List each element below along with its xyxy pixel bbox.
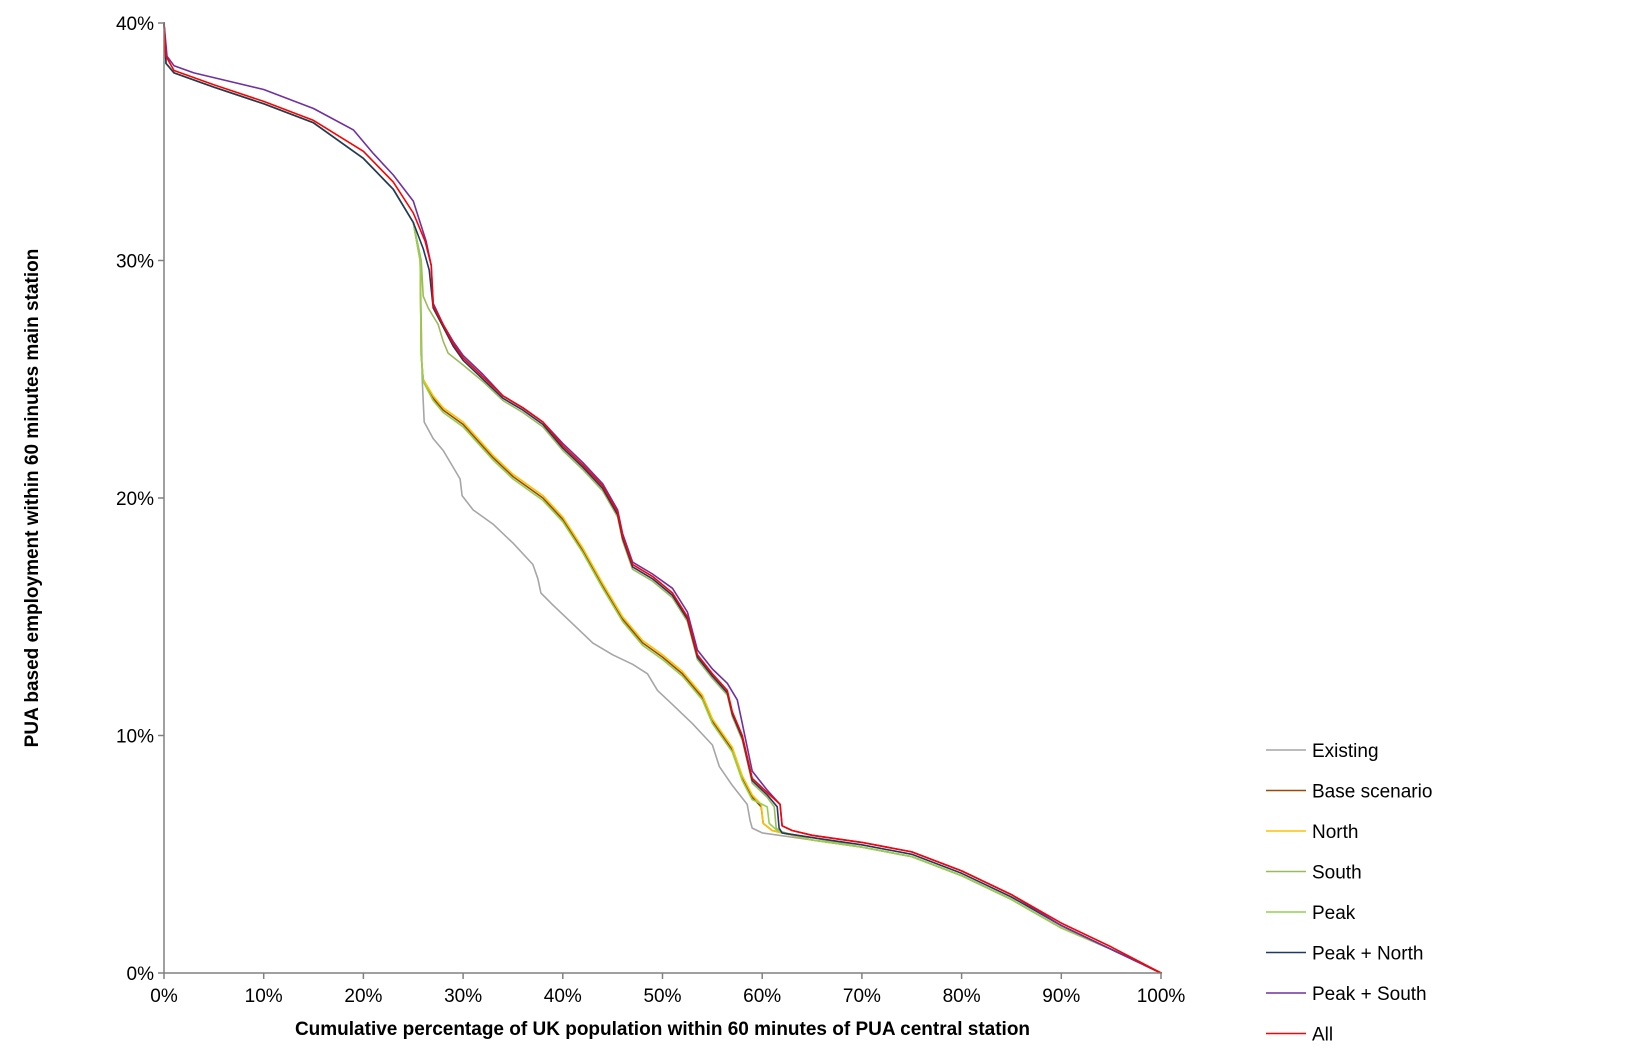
legend-label: All [1312,1025,1333,1046]
x-axis-ticks: 0% 10% 20% 30% 40% 50% 60% 70% 80% 90% 100% [150,973,1185,1007]
x-tick-label: 0% [150,986,178,1007]
x-axis-title: Cumulative percentage of UK population w… [295,1019,1030,1040]
legend: Existing Base scenario North South Peak Peak … [1266,741,1432,1046]
plot-area [163,22,1162,974]
legend-label: Base scenario [1312,782,1432,803]
legend-label: Peak + North [1312,944,1423,965]
y-tick-label: 40% [116,14,154,35]
x-tick-label: 80% [943,986,981,1007]
y-tick-label: 30% [116,252,154,273]
series-line-north [163,22,1162,974]
series-line-peak-north [163,22,1162,974]
series-line-peak-south [163,22,1162,974]
x-tick-label: 90% [1042,986,1080,1007]
y-axis-title: PUA based employment within 60 minutes m… [22,249,43,748]
series-line-existing [163,22,1162,974]
x-tick-label: 30% [444,986,482,1007]
series-line-all [163,22,1162,974]
legend-label: North [1312,822,1358,843]
legend-label: Peak + South [1312,984,1427,1005]
x-tick-label: 60% [743,986,781,1007]
x-tick-label: 10% [245,986,283,1007]
x-tick-label: 20% [344,986,382,1007]
legend-label: Existing [1312,741,1379,762]
series-line-peak [163,22,1162,974]
y-tick-label: 0% [127,964,155,985]
legend-label: South [1312,863,1362,884]
x-tick-label: 40% [544,986,582,1007]
x-tick-label: 100% [1137,986,1186,1007]
y-axis-ticks: 0% 10% 20% 30% 40% [116,14,164,985]
x-tick-label: 50% [643,986,681,1007]
series-line-base-scenario [163,22,1162,974]
legend-label: Peak [1312,903,1356,924]
x-tick-label: 70% [843,986,881,1007]
series-line-south [163,22,1162,974]
y-tick-label: 10% [116,727,154,748]
y-tick-label: 20% [116,489,154,510]
axes: 0% 10% 20% 30% 40% 50% 60% 70% 80% 90% 100% 0% 10% 2… [116,14,1185,1007]
